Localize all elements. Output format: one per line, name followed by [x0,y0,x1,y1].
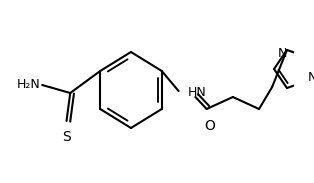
Text: H₂N: H₂N [17,79,41,92]
Text: S: S [62,130,71,144]
Text: HN: HN [188,87,207,100]
Text: N: N [308,71,314,84]
Text: N: N [278,47,287,60]
Text: O: O [204,119,215,133]
